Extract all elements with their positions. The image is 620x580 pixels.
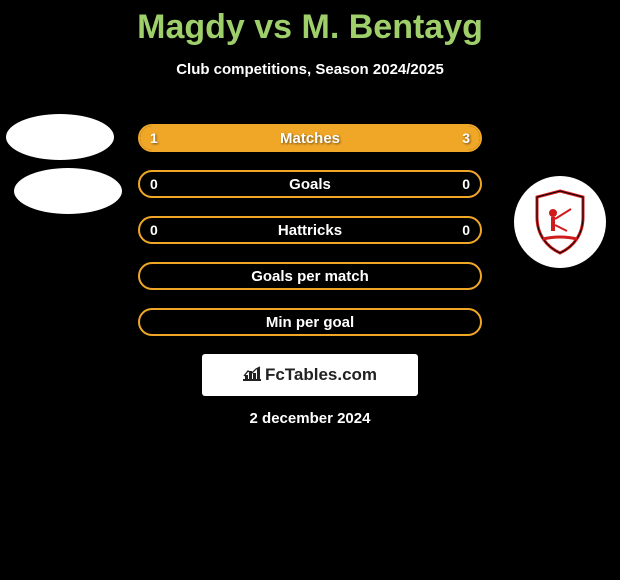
chart-icon — [243, 365, 261, 386]
watermark: FcTables.com — [202, 354, 418, 396]
stat-label: Min per goal — [266, 314, 354, 331]
stat-val-right: 0 — [462, 222, 470, 238]
stat-val-left: 1 — [150, 130, 158, 146]
player-left-avatar-2 — [14, 168, 122, 214]
player-left-avatar-1 — [6, 114, 114, 160]
stat-val-left: 0 — [150, 176, 158, 192]
stats-container: 1 Matches 3 0 Goals 0 0 Hattricks 0 Goal… — [138, 124, 482, 354]
stat-row-min-per-goal: Min per goal — [138, 308, 482, 336]
stat-row-goals: 0 Goals 0 — [138, 170, 482, 198]
page-subtitle: Club competitions, Season 2024/2025 — [0, 61, 620, 78]
stat-fill-right — [225, 126, 480, 150]
stat-row-goals-per-match: Goals per match — [138, 262, 482, 290]
watermark-text: FcTables.com — [265, 365, 377, 385]
stat-row-matches: 1 Matches 3 — [138, 124, 482, 152]
stat-val-left: 0 — [150, 222, 158, 238]
page-title: Magdy vs M. Bentayg — [0, 0, 620, 47]
stat-label: Goals per match — [251, 268, 369, 285]
shield-icon — [533, 189, 587, 255]
date-label: 2 december 2024 — [0, 410, 620, 427]
stat-label: Matches — [280, 130, 340, 147]
club-badge-right — [514, 176, 606, 268]
stat-label: Hattricks — [278, 222, 342, 239]
stat-val-right: 3 — [462, 130, 470, 146]
stat-row-hattricks: 0 Hattricks 0 — [138, 216, 482, 244]
stat-label: Goals — [289, 176, 331, 193]
stat-val-right: 0 — [462, 176, 470, 192]
